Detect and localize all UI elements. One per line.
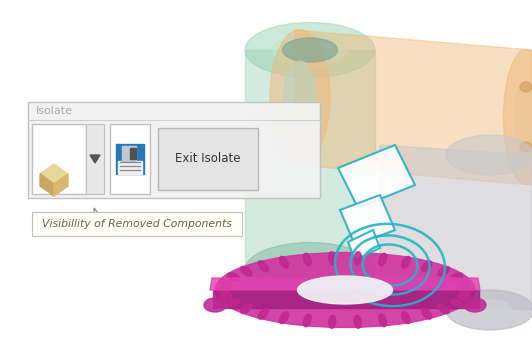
- Ellipse shape: [468, 300, 512, 320]
- Ellipse shape: [379, 314, 387, 327]
- Ellipse shape: [217, 287, 229, 293]
- Ellipse shape: [282, 38, 337, 62]
- Ellipse shape: [503, 49, 532, 185]
- FancyBboxPatch shape: [158, 128, 258, 190]
- Polygon shape: [210, 278, 480, 290]
- Text: Isolate: Isolate: [36, 106, 73, 116]
- Ellipse shape: [228, 299, 239, 307]
- Ellipse shape: [451, 273, 462, 281]
- Ellipse shape: [245, 243, 375, 298]
- Ellipse shape: [458, 280, 471, 287]
- Polygon shape: [245, 50, 375, 270]
- Ellipse shape: [303, 314, 311, 327]
- Ellipse shape: [259, 309, 269, 319]
- Ellipse shape: [284, 61, 316, 133]
- FancyBboxPatch shape: [28, 102, 320, 198]
- Ellipse shape: [240, 304, 252, 313]
- Ellipse shape: [297, 276, 393, 304]
- Polygon shape: [94, 208, 104, 226]
- Text: Exit Isolate: Exit Isolate: [175, 152, 241, 166]
- Ellipse shape: [272, 34, 347, 66]
- Polygon shape: [130, 148, 136, 159]
- Polygon shape: [340, 195, 395, 245]
- Ellipse shape: [303, 253, 311, 266]
- Ellipse shape: [438, 304, 450, 313]
- Ellipse shape: [219, 293, 232, 300]
- Polygon shape: [380, 145, 532, 310]
- Ellipse shape: [240, 267, 252, 276]
- Polygon shape: [40, 174, 54, 196]
- Ellipse shape: [446, 290, 532, 330]
- Polygon shape: [213, 290, 479, 308]
- Ellipse shape: [421, 261, 431, 271]
- Polygon shape: [116, 144, 144, 174]
- Ellipse shape: [461, 287, 473, 293]
- Ellipse shape: [354, 315, 361, 328]
- Ellipse shape: [329, 252, 336, 265]
- Ellipse shape: [228, 273, 239, 281]
- FancyBboxPatch shape: [110, 124, 150, 194]
- Ellipse shape: [204, 298, 226, 312]
- Ellipse shape: [219, 280, 232, 287]
- Ellipse shape: [458, 293, 471, 300]
- Polygon shape: [40, 164, 68, 184]
- Polygon shape: [295, 30, 532, 185]
- Polygon shape: [338, 145, 415, 208]
- Ellipse shape: [402, 312, 411, 324]
- Polygon shape: [118, 161, 142, 174]
- Ellipse shape: [514, 81, 532, 153]
- Text: Visibillity of Removed Components: Visibillity of Removed Components: [42, 219, 232, 229]
- Ellipse shape: [259, 261, 269, 271]
- Ellipse shape: [421, 309, 431, 319]
- FancyBboxPatch shape: [32, 124, 86, 194]
- Ellipse shape: [270, 30, 330, 164]
- Ellipse shape: [464, 298, 486, 312]
- Ellipse shape: [329, 315, 336, 328]
- Ellipse shape: [446, 135, 532, 175]
- Ellipse shape: [279, 256, 288, 268]
- Ellipse shape: [402, 256, 411, 268]
- Polygon shape: [122, 146, 136, 161]
- Polygon shape: [90, 155, 100, 163]
- Ellipse shape: [379, 253, 387, 266]
- Polygon shape: [348, 230, 380, 260]
- FancyBboxPatch shape: [86, 124, 104, 194]
- Ellipse shape: [245, 23, 375, 78]
- Ellipse shape: [215, 252, 475, 328]
- Ellipse shape: [520, 142, 532, 152]
- Ellipse shape: [438, 267, 450, 276]
- FancyBboxPatch shape: [32, 212, 242, 236]
- Ellipse shape: [451, 299, 462, 307]
- Ellipse shape: [520, 82, 532, 92]
- Ellipse shape: [354, 252, 361, 265]
- Ellipse shape: [279, 312, 288, 324]
- Polygon shape: [54, 174, 68, 196]
